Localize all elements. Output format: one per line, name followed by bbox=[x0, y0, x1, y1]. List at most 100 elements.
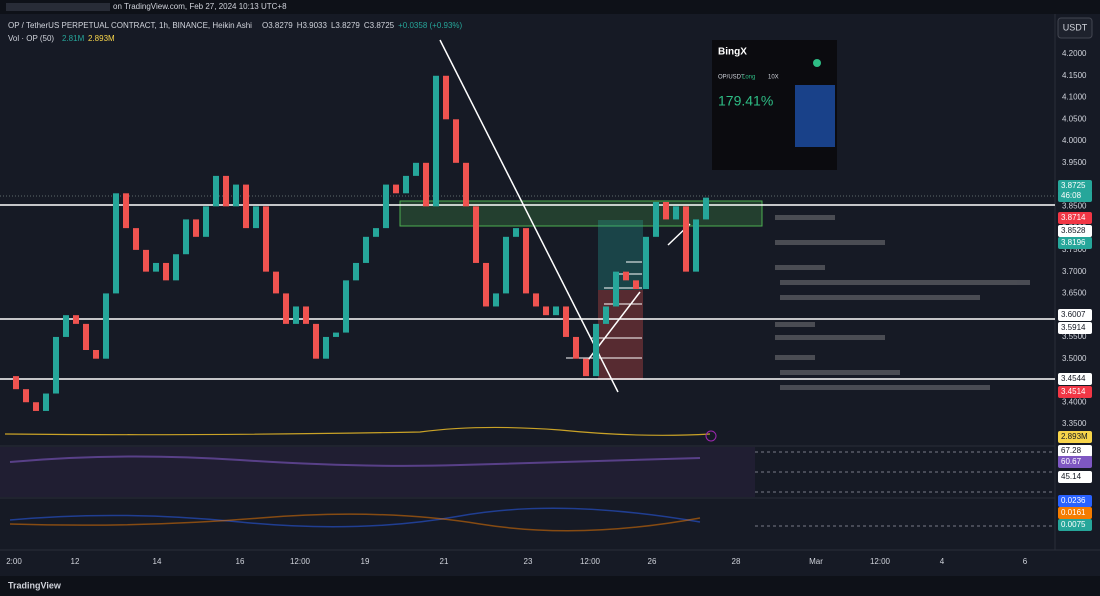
price-tag-label: 0.0075 bbox=[1061, 520, 1086, 529]
candle bbox=[33, 402, 39, 411]
ohlc-value: O3.8279 bbox=[262, 21, 293, 30]
source-text: on TradingView.com, Feb 27, 2024 10:13 U… bbox=[113, 2, 287, 11]
candle bbox=[523, 228, 529, 294]
blurred-notes bbox=[775, 215, 1030, 390]
price-tick-label: 3.9500 bbox=[1062, 158, 1087, 167]
price-tag-label: 45.14 bbox=[1061, 472, 1082, 481]
candle bbox=[643, 236, 649, 290]
price-tick-label: 4.0500 bbox=[1062, 114, 1087, 123]
candle bbox=[233, 184, 239, 207]
ohlc-values: O3.8279 H3.9033 L3.8279 C3.8725 +0.0358 (+0.… bbox=[262, 21, 463, 30]
card-pair: OP/USDT bbox=[718, 75, 745, 81]
price-tag-label: 2.893M bbox=[1061, 432, 1088, 441]
card-brand: BingX bbox=[718, 47, 747, 58]
price-tag-label: 3.8725 bbox=[1061, 181, 1086, 190]
ohlc-value: +0.0358 (+0.93%) bbox=[398, 21, 462, 30]
signal-line bbox=[9, 513, 701, 532]
price-tag-label: 3.8196 bbox=[1061, 238, 1086, 247]
candle bbox=[423, 162, 429, 207]
candle bbox=[63, 315, 69, 337]
price-tick-label: 3.6500 bbox=[1062, 289, 1087, 298]
candle bbox=[163, 262, 169, 281]
time-tick-label: 28 bbox=[732, 557, 741, 566]
candle bbox=[543, 306, 549, 316]
price-tick-label: 4.1500 bbox=[1062, 71, 1087, 80]
candle bbox=[453, 119, 459, 163]
candle bbox=[213, 175, 219, 207]
price-tag bbox=[1058, 471, 1092, 483]
candle bbox=[613, 271, 619, 307]
price-tag bbox=[1058, 456, 1092, 468]
candle bbox=[53, 336, 59, 394]
candle bbox=[223, 175, 229, 207]
ohlc-value: C3.8725 bbox=[364, 21, 395, 30]
price-tick-label: 3.8500 bbox=[1062, 201, 1087, 210]
candle bbox=[113, 193, 119, 294]
price-tick-label: 3.5500 bbox=[1062, 332, 1087, 341]
candle bbox=[103, 293, 109, 359]
candle bbox=[323, 336, 329, 359]
candle bbox=[13, 376, 19, 390]
long-profit-zone bbox=[598, 220, 643, 290]
symbol-title: OP / TetherUS PERPETUAL CONTRACT, 1h, BI… bbox=[8, 21, 252, 30]
price-tick-label: 3.7000 bbox=[1062, 267, 1087, 276]
rsi-line bbox=[9, 455, 701, 467]
price-tag bbox=[1058, 212, 1092, 224]
card-image bbox=[795, 85, 835, 147]
candle bbox=[343, 280, 349, 333]
candle bbox=[593, 323, 599, 377]
candle bbox=[633, 280, 639, 290]
candle bbox=[403, 175, 409, 194]
volume-value: 2.81M bbox=[62, 34, 85, 43]
currency-button[interactable] bbox=[1057, 17, 1093, 39]
candle bbox=[553, 306, 559, 316]
price-tag bbox=[1058, 495, 1092, 507]
macd-line bbox=[9, 507, 701, 528]
price-tag bbox=[1058, 431, 1092, 443]
time-tick-label: 12:00 bbox=[290, 557, 311, 566]
time-tick-label: 19 bbox=[361, 557, 370, 566]
candle bbox=[303, 306, 309, 324]
candle bbox=[483, 262, 489, 307]
time-tick-label: 12:00 bbox=[870, 557, 891, 566]
price-tick-label: 4.2000 bbox=[1062, 49, 1087, 58]
price-tick-label: 3.5000 bbox=[1062, 354, 1087, 363]
candle bbox=[43, 393, 49, 411]
top-strip bbox=[0, 0, 1100, 14]
price-tag-label: 60.67 bbox=[1061, 457, 1082, 466]
candles bbox=[13, 75, 709, 411]
candle bbox=[573, 336, 579, 359]
candle bbox=[673, 206, 679, 220]
price-tag-label: 3.8714 bbox=[1061, 213, 1086, 222]
candle bbox=[203, 206, 209, 237]
candle bbox=[283, 293, 289, 324]
time-tick-label: 6 bbox=[1023, 557, 1028, 566]
candle bbox=[173, 254, 179, 281]
price-tick-label: 3.4000 bbox=[1062, 397, 1087, 406]
candle bbox=[133, 228, 139, 250]
blurred-user bbox=[6, 3, 110, 11]
candle bbox=[513, 228, 519, 237]
long-loss-zone bbox=[598, 290, 643, 380]
time-tick-label: 16 bbox=[236, 557, 245, 566]
candle bbox=[493, 293, 499, 307]
time-tick-label: 12:00 bbox=[580, 557, 601, 566]
alert-icon[interactable] bbox=[705, 430, 717, 442]
price-tag-label: 46:08 bbox=[1061, 191, 1082, 200]
candle bbox=[23, 389, 29, 403]
candle bbox=[73, 315, 79, 324]
price-tag bbox=[1058, 309, 1092, 321]
price-tag-label: 0.0236 bbox=[1061, 496, 1086, 505]
currency-label[interactable]: USDT bbox=[1063, 22, 1088, 32]
candle bbox=[443, 75, 449, 120]
candle bbox=[273, 271, 279, 294]
price-tick-label: 3.7500 bbox=[1062, 245, 1087, 254]
candle bbox=[503, 236, 509, 294]
candle bbox=[663, 202, 669, 220]
card-leverage: 10X bbox=[768, 75, 779, 81]
price-tag bbox=[1058, 237, 1092, 249]
candle bbox=[683, 206, 689, 272]
card-side: Long bbox=[742, 75, 755, 81]
levels bbox=[0, 204, 1055, 380]
time-tick-label: Mar bbox=[809, 557, 823, 566]
